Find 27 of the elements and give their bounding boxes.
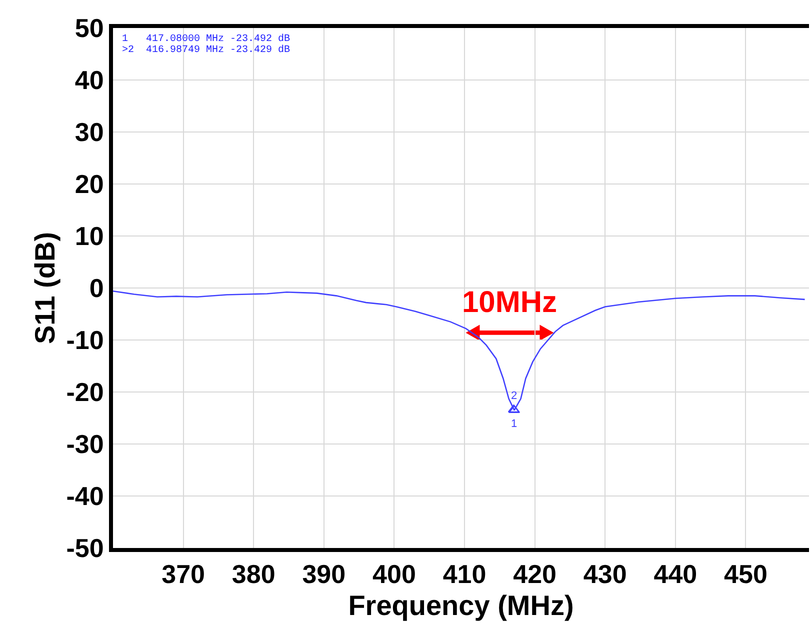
x-tick-label: 380: [232, 559, 276, 590]
y-tick-label: -50: [66, 533, 104, 564]
annotation: 1: [511, 418, 518, 430]
y-tick-label: -10: [66, 325, 104, 356]
annotation: 10MHz: [462, 286, 558, 319]
x-tick-label: 370: [162, 559, 205, 590]
y-tick-label: 10: [74, 221, 104, 252]
x-tick-label: 410: [442, 559, 486, 590]
x-tick-label: 400: [372, 559, 416, 590]
x-tick-label: 420: [513, 559, 557, 590]
y-axis-title: S11 (dB): [29, 232, 60, 344]
x-tick-label: 390: [302, 559, 346, 590]
y-tick-label: -30: [66, 429, 104, 460]
annotation: 2: [511, 390, 518, 402]
annotation: 1 417.08000 MHz -23.492 dB: [122, 33, 290, 45]
x-tick-label: 450: [724, 559, 768, 590]
y-tick-label: 50: [74, 13, 104, 44]
annotation: >2 416.98749 MHz -23.429 dB: [122, 44, 290, 56]
y-tick-label: -40: [66, 481, 104, 512]
y-tick-label: -20: [66, 377, 104, 408]
x-tick-label: 440: [654, 559, 698, 590]
x-tick-label: 430: [583, 559, 627, 590]
y-tick-label: 30: [74, 117, 104, 148]
y-tick-label: 20: [74, 169, 104, 200]
y-tick-label: 0: [89, 273, 104, 304]
y-tick-label: 40: [74, 65, 104, 96]
x-axis-title: Frequency (MHz): [348, 590, 574, 621]
